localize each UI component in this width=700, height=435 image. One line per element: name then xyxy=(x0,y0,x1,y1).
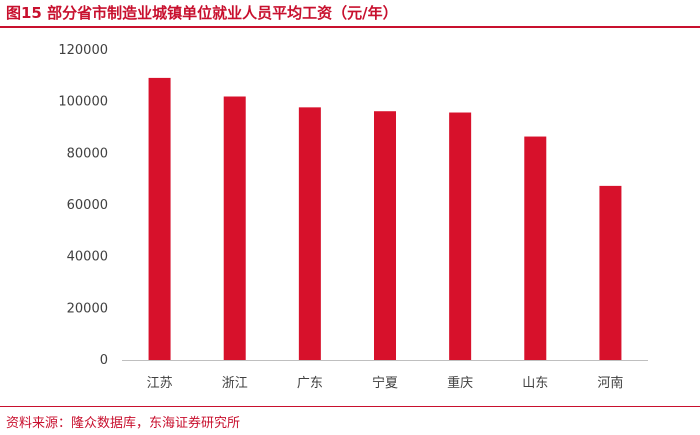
y-tick-label: 40000 xyxy=(67,250,108,265)
bars xyxy=(148,77,622,361)
y-axis: 0 20000 40000 60000 80000 100000 120000 xyxy=(58,43,108,368)
y-tick-label: 120000 xyxy=(58,43,108,58)
bar-6 xyxy=(599,185,622,360)
y-tick-label: 100000 xyxy=(58,95,108,110)
x-tick-label: 宁夏 xyxy=(372,375,398,391)
x-tick-label: 广东 xyxy=(297,376,323,391)
y-tick-label: 60000 xyxy=(67,198,108,213)
title-divider xyxy=(0,26,700,28)
y-tick-label: 0 xyxy=(100,353,108,368)
bar-4 xyxy=(449,112,472,361)
bar-2 xyxy=(298,107,321,360)
x-tick-label: 山东 xyxy=(522,376,548,391)
x-tick-label: 浙江 xyxy=(222,376,248,391)
x-tick-label: 重庆 xyxy=(447,375,473,391)
source-note: 资料来源：隆众数据库，东海证券研究所 xyxy=(6,416,241,431)
x-axis: 江苏 浙江 广东 宁夏 重庆 山东 河南 xyxy=(147,375,624,391)
x-tick-label: 河南 xyxy=(597,375,623,391)
bar-3 xyxy=(374,111,396,360)
y-tick-label: 20000 xyxy=(67,301,108,316)
bar-1 xyxy=(223,96,246,360)
source-divider xyxy=(0,406,700,407)
chart-title: 图15 部分省市制造业城镇单位就业人员平均工资（元/年） xyxy=(6,4,398,22)
bar-0 xyxy=(148,77,171,361)
bar-5 xyxy=(524,136,547,360)
x-tick-label: 江苏 xyxy=(147,375,173,391)
y-tick-label: 80000 xyxy=(67,146,108,161)
bar-chart: 0 20000 40000 60000 80000 100000 120000 江苏 浙江 广东… xyxy=(58,43,648,391)
